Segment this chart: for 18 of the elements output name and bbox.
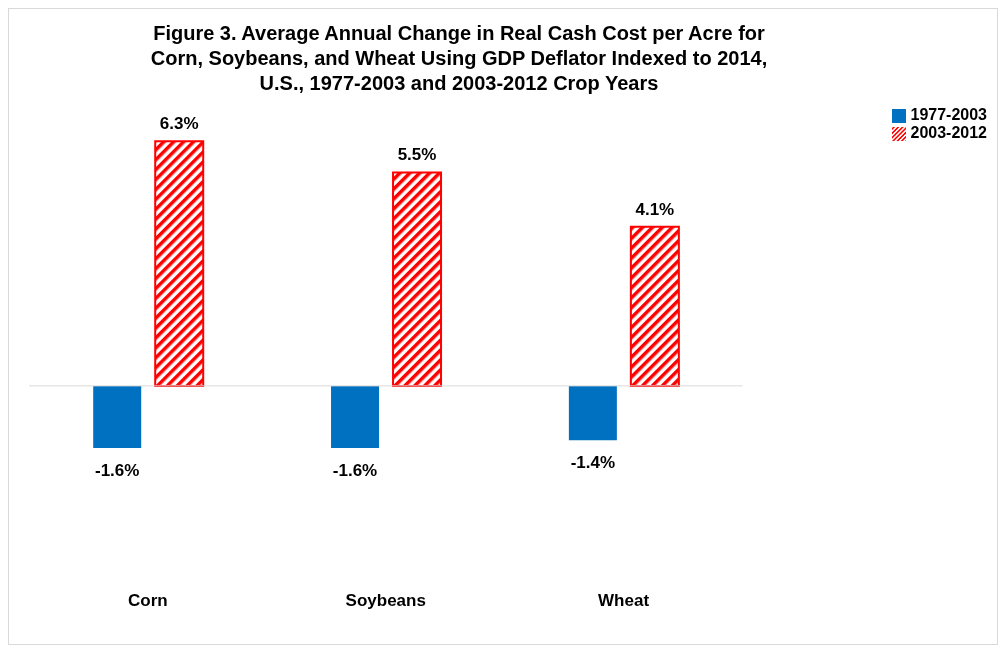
- bar: [392, 171, 443, 387]
- bar: [93, 385, 142, 448]
- bar: [629, 225, 680, 387]
- x-tick-label: Corn: [128, 591, 168, 611]
- chart-title: Figure 3. Average Annual Change in Real Cash Cost per Acre for Corn, Soybeans, and Wheat Using GDP Deflator Indexed to 2014, U.S., 1977-2003 and 2003-2012 Crop Years: [149, 21, 769, 96]
- data-label: -1.6%: [332, 461, 378, 480]
- bar: [568, 385, 617, 441]
- x-tick-label: Wheat: [598, 591, 650, 611]
- data-label: 6.3%: [159, 114, 199, 134]
- legend-label: 2003-2012: [910, 124, 987, 141]
- data-label: -1.4%: [570, 453, 616, 473]
- legend-label: 1977-2003: [910, 106, 987, 123]
- data-label: -1.6%: [95, 461, 140, 480]
- data-label: 4.1%: [635, 199, 675, 219]
- bar: [331, 385, 380, 448]
- bar: [154, 140, 205, 387]
- data-label: 5.5%: [397, 145, 437, 165]
- x-tick-label: Soybeans: [345, 591, 426, 611]
